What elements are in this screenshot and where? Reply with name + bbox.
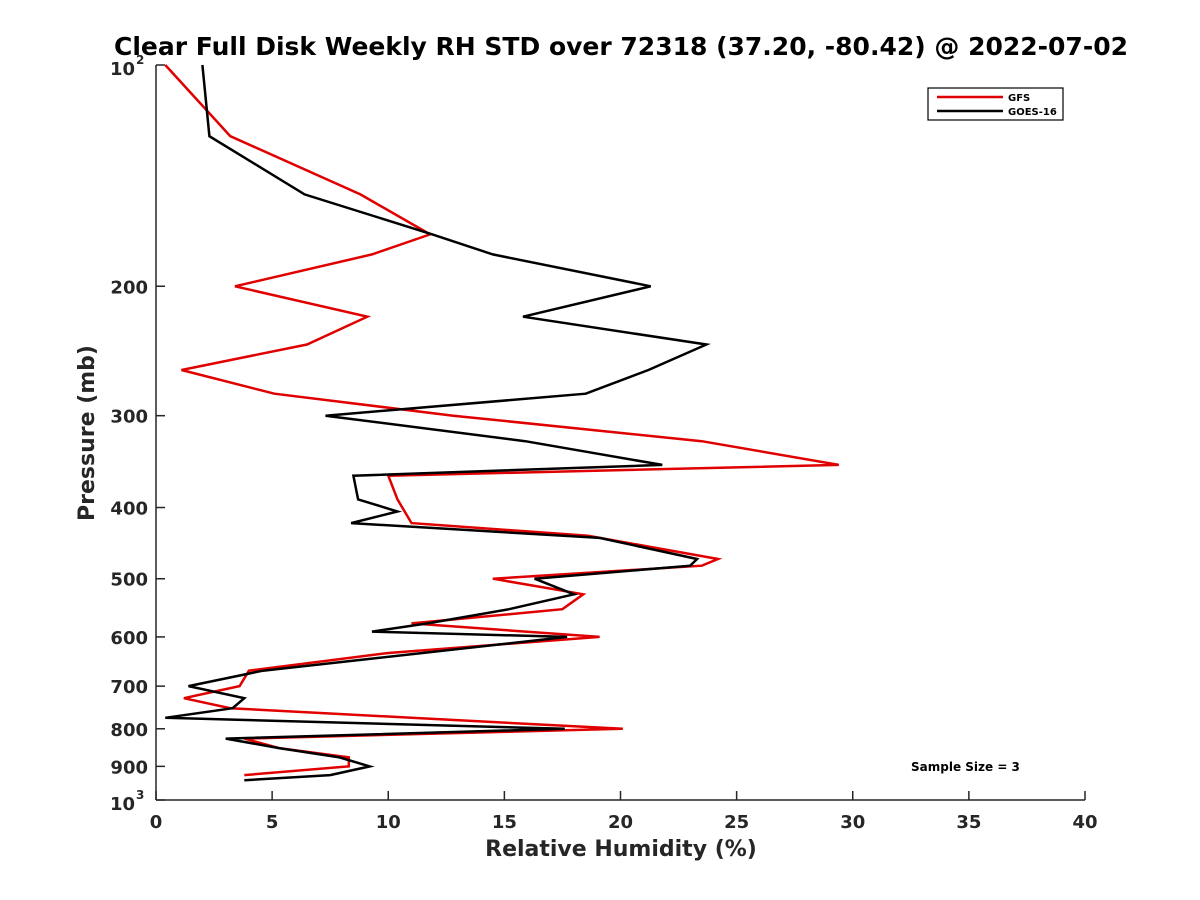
chart-title: Clear Full Disk Weekly RH STD over 72318… [114,32,1128,61]
y-tick-label: 800 [110,720,148,741]
legend-label-goes-16: GOES-16 [1008,107,1057,118]
y-tick-label: 10 [110,59,135,80]
y-tick-exponent: 2 [136,53,144,67]
sample-size-annotation: Sample Size = 3 [911,760,1020,774]
x-tick-label: 10 [376,812,401,833]
x-tick-label: 20 [608,812,633,833]
x-tick-label: 0 [150,812,163,833]
x-tick-label: 15 [492,812,517,833]
x-axis: 0 5 10 15 20 25 30 35 40 [150,791,1098,833]
y-tick-label: 200 [110,277,148,298]
x-axis-label: Relative Humidity (%) [485,837,757,862]
y-tick-label: 10 [110,794,135,815]
series-line-gfs [164,64,840,777]
y-tick-label: 600 [110,628,148,649]
y-axis-label: Pressure (mb) [75,345,100,521]
y-tick-exponent: 3 [136,788,144,802]
y-tick-label: 400 [110,499,148,520]
x-tick-label: 25 [724,812,749,833]
x-tick-label: 35 [956,812,981,833]
y-tick-label: 900 [110,757,148,778]
series-layer [164,64,840,782]
legend-box [927,87,1064,121]
x-tick-label: 30 [840,812,865,833]
legend-label-gfs: GFS [1008,93,1030,104]
y-tick-label: 700 [110,677,148,698]
y-tick-label: 500 [110,570,148,591]
x-tick-label: 5 [266,812,279,833]
x-tick-label: 40 [1072,812,1097,833]
legend: GFS GOES-16 [927,87,1064,121]
series-line-goes-16 [165,64,711,782]
y-tick-label: 300 [110,407,148,428]
